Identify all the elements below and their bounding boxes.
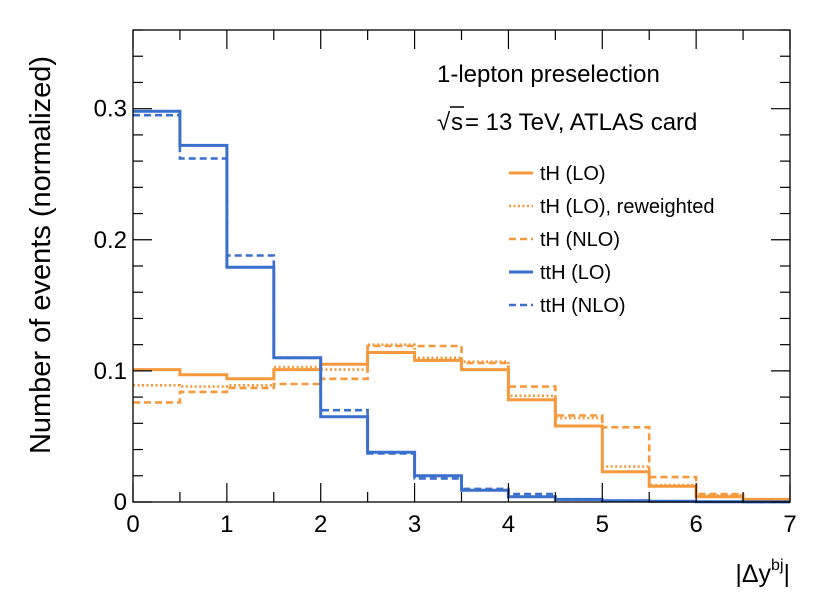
- y-tick-label: 0.2: [94, 227, 127, 254]
- annotation-energy: √ s = 13 TeV, ATLAS card: [437, 106, 697, 136]
- series-0-line: [133, 351, 790, 501]
- x-tick-label: 7: [783, 511, 796, 538]
- y-tick-label: 0.3: [94, 96, 127, 123]
- x-tick-label: 3: [408, 511, 421, 538]
- x-tick-label: 0: [126, 511, 139, 538]
- x-axis-label-prefix: |Δy: [735, 560, 771, 588]
- tick-label-layer: 0 1 2 3 4 5 6 7 0 0.1 0.2 0.3: [94, 96, 797, 538]
- series-layer: [133, 109, 790, 504]
- series-3-line: [133, 109, 790, 504]
- sqrt-symbol: √: [437, 109, 451, 136]
- series-4-line: [133, 113, 790, 504]
- legend-label-1: tH (LO), reweighted: [540, 196, 715, 218]
- x-tick-label: 4: [502, 511, 515, 538]
- sqrt-s: s: [451, 109, 463, 136]
- x-tick-label: 1: [220, 511, 233, 538]
- x-axis-label-superscript: bj: [771, 557, 783, 574]
- x-axis-label-suffix: |: [784, 560, 791, 588]
- legend-label-0: tH (LO): [540, 163, 606, 185]
- legend-label-4: ttH (NLO): [540, 295, 626, 317]
- legend-label-2: tH (NLO): [540, 229, 620, 251]
- energy-text: = 13 TeV, ATLAS card: [465, 109, 697, 136]
- x-tick-label: 2: [314, 511, 327, 538]
- y-tick-label: 0.1: [94, 358, 127, 385]
- x-tick-label: 5: [596, 511, 609, 538]
- axis-layer: [132, 29, 791, 503]
- series-2-line: [133, 344, 790, 501]
- legend-label-3: ttH (LO): [540, 262, 611, 284]
- y-tick-label: 0: [114, 489, 127, 516]
- x-tick-label: 6: [689, 511, 702, 538]
- annotation-preselection: 1-lepton preselection: [437, 61, 660, 88]
- y-axis-label: Number of events (normalized): [25, 56, 57, 454]
- x-axis-label: |Δybj|: [735, 557, 790, 588]
- legend: tH (LO) tH (LO), reweighted tH (NLO) ttH (L…: [509, 163, 715, 317]
